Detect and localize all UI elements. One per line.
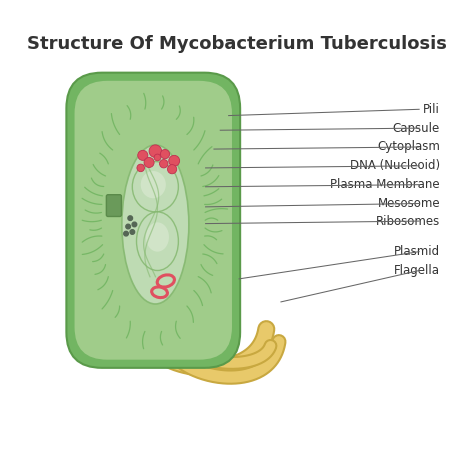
Circle shape: [160, 149, 170, 159]
Text: DNA (Nucleoid): DNA (Nucleoid): [350, 159, 440, 173]
Circle shape: [124, 231, 128, 236]
Circle shape: [154, 154, 161, 161]
Circle shape: [167, 164, 177, 174]
FancyBboxPatch shape: [106, 195, 121, 217]
Circle shape: [138, 150, 148, 160]
Text: Pili: Pili: [423, 103, 440, 116]
Text: Structure Of Mycobacterium Tuberculosis: Structure Of Mycobacterium Tuberculosis: [27, 35, 447, 53]
Text: Plasma Membrane: Plasma Membrane: [330, 178, 440, 191]
Circle shape: [160, 160, 168, 168]
Text: Ribosomes: Ribosomes: [376, 215, 440, 228]
Circle shape: [128, 216, 133, 220]
Text: Capsule: Capsule: [393, 122, 440, 135]
Ellipse shape: [132, 162, 178, 212]
Ellipse shape: [146, 222, 169, 252]
Circle shape: [132, 222, 137, 227]
Text: Flagella: Flagella: [394, 264, 440, 277]
Circle shape: [130, 230, 135, 234]
Text: Mesosome: Mesosome: [377, 197, 440, 210]
Text: Plasmid: Plasmid: [394, 245, 440, 258]
Circle shape: [137, 164, 145, 172]
Circle shape: [149, 145, 162, 157]
FancyBboxPatch shape: [74, 80, 233, 361]
Ellipse shape: [137, 212, 178, 271]
Circle shape: [169, 155, 180, 166]
FancyBboxPatch shape: [66, 73, 240, 368]
Circle shape: [144, 157, 154, 167]
Circle shape: [126, 224, 130, 229]
Text: Cytoplasm: Cytoplasm: [377, 140, 440, 154]
Ellipse shape: [141, 171, 166, 198]
Ellipse shape: [122, 145, 189, 304]
